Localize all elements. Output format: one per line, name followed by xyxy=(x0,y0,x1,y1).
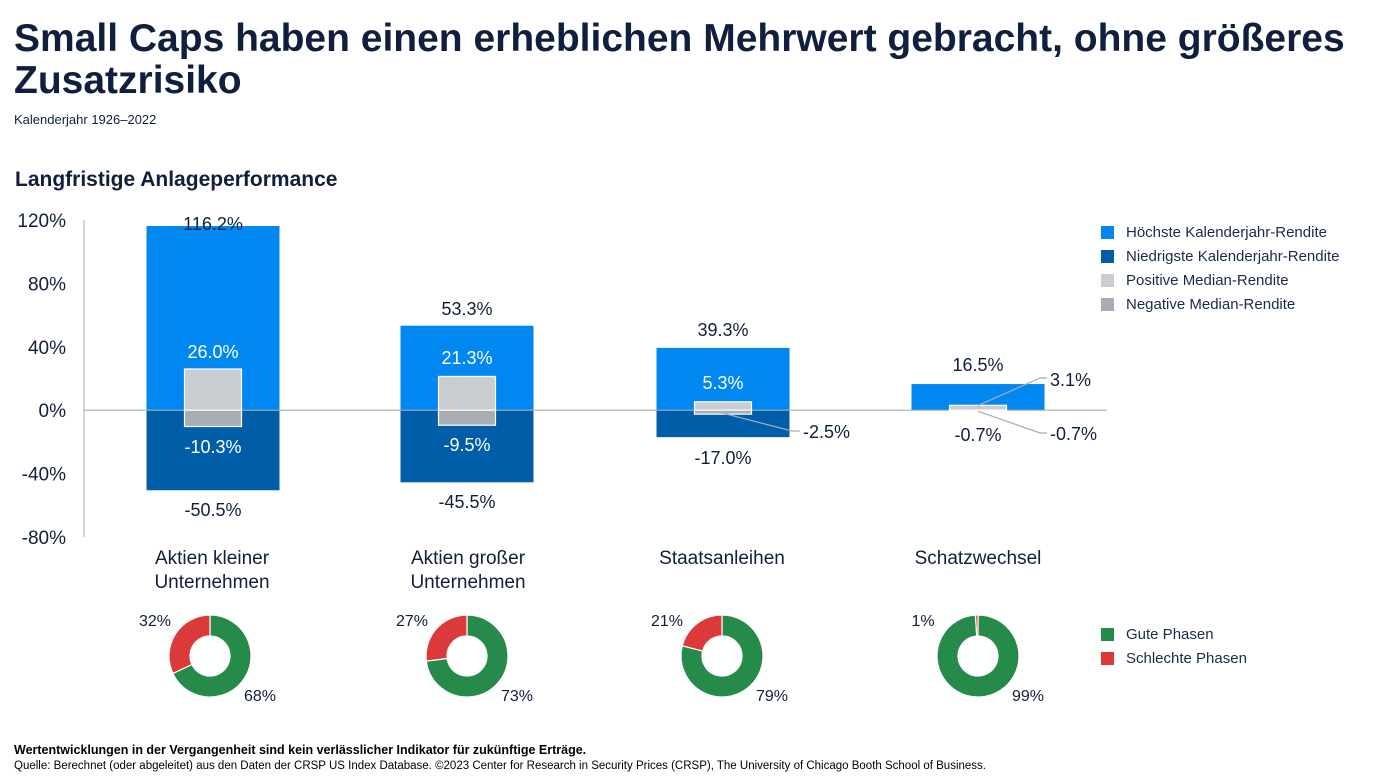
leader-line xyxy=(977,410,1047,434)
category-label: Unternehmen xyxy=(154,572,269,593)
label-highest: 53.3% xyxy=(441,299,492,319)
chart-canvas: 120% 80% 40% 0% -40% -80% 116.2% -50.5% 26.0% -10… xyxy=(17,211,1107,705)
label-median-positive: 26.0% xyxy=(187,342,238,362)
donut-label-bad: 1% xyxy=(911,613,934,630)
donut-label-good: 68% xyxy=(244,688,276,705)
category-label: Aktien kleiner xyxy=(155,548,270,569)
leader-line xyxy=(722,412,800,432)
bar-median-negative xyxy=(948,409,1008,412)
page-subtitle: Kalenderjahr 1926–2022 xyxy=(14,112,157,127)
donut-label-bad: 32% xyxy=(139,613,171,630)
bar-median-negative xyxy=(437,409,497,426)
category-label: Schatzwechsel xyxy=(915,548,1042,569)
legend-item: Schlechte Phasen xyxy=(1101,646,1247,670)
legend-swatch xyxy=(1101,225,1114,239)
donut-slice-bad xyxy=(425,614,468,662)
label-median-positive: 5.3% xyxy=(702,373,743,393)
legend-swatch xyxy=(1101,297,1114,311)
legend-item: Positive Median-Rendite xyxy=(1101,268,1339,292)
donut-slice-bad xyxy=(974,614,979,637)
label-lowest: -0.7% xyxy=(954,425,1001,445)
legend-label: Niedrigste Kalenderjahr-Rendite xyxy=(1126,247,1340,265)
label-median-negative: -0.7% xyxy=(1050,424,1097,444)
label-highest: 16.5% xyxy=(952,355,1003,375)
y-tick-label: 40% xyxy=(28,338,66,359)
label-lowest: -45.5% xyxy=(438,492,495,512)
y-tick-label: 0% xyxy=(39,401,67,422)
legend-label: Positive Median-Rendite xyxy=(1126,271,1289,289)
donut-slice-bad xyxy=(681,614,723,652)
donut-slice-good xyxy=(936,614,1020,698)
y-tick-label: -80% xyxy=(22,528,66,549)
donut-slice-good xyxy=(680,614,764,698)
legend-item: Negative Median-Rendite xyxy=(1101,292,1339,316)
y-tick-label: 80% xyxy=(28,274,66,295)
category-label: Aktien großer xyxy=(411,548,526,569)
bar-median-positive xyxy=(183,368,243,411)
y-tick-label: 120% xyxy=(17,211,66,232)
label-highest: 39.3% xyxy=(697,320,748,340)
y-tick-label: -40% xyxy=(22,465,66,486)
legend-label: Negative Median-Rendite xyxy=(1126,295,1296,313)
category-label: Unternehmen xyxy=(410,572,525,593)
legend-item: Höchste Kalenderjahr-Rendite xyxy=(1101,220,1339,244)
legend-swatch xyxy=(1101,273,1114,287)
bar-median-negative xyxy=(183,409,243,428)
legend-label: Gute Phasen xyxy=(1126,625,1214,643)
donut-label-good: 99% xyxy=(1012,688,1044,705)
page-title: Small Caps haben einen erheblichen Mehrw… xyxy=(14,17,1345,102)
label-lowest: -50.5% xyxy=(184,500,241,520)
label-lowest: -17.0% xyxy=(694,448,751,468)
donut-label-good: 79% xyxy=(756,688,788,705)
legend-swatch xyxy=(1101,249,1114,263)
legend-label: Schlechte Phasen xyxy=(1126,649,1247,667)
donut-legend: Gute Phasen Schlechte Phasen xyxy=(1101,622,1247,670)
legend-label: Höchste Kalenderjahr-Rendite xyxy=(1126,223,1327,241)
category-label: Staatsanleihen xyxy=(659,548,785,569)
bar-median-positive xyxy=(948,404,1008,411)
disclaimer: Wertentwicklungen in der Vergangenheit s… xyxy=(14,743,587,757)
donut-label-good: 73% xyxy=(501,688,533,705)
label-highest: 116.2% xyxy=(183,214,243,234)
donut-slice-bad xyxy=(168,614,211,675)
bar-median-negative xyxy=(693,409,753,415)
label-median-positive: 21.3% xyxy=(441,348,492,368)
leader-line xyxy=(977,377,1047,406)
donut-label-bad: 27% xyxy=(396,613,428,630)
chart-title: Langfristige Anlageperformance xyxy=(15,168,338,191)
legend-item: Niedrigste Kalenderjahr-Rendite xyxy=(1101,244,1339,268)
bar-median-positive xyxy=(437,375,497,411)
source-note: Quelle: Berechnet (oder abgeleitet) aus … xyxy=(14,760,986,772)
donut-slice-good xyxy=(172,614,252,698)
bar-legend: Höchste Kalenderjahr-Rendite Niedrigste K… xyxy=(1101,220,1339,316)
legend-swatch xyxy=(1101,627,1114,641)
bar-highest xyxy=(656,347,790,411)
donut-label-bad: 21% xyxy=(651,613,683,630)
label-median-negative: -2.5% xyxy=(803,422,850,442)
bar-median-positive xyxy=(693,401,753,411)
donut-slice-good xyxy=(425,614,509,698)
label-median-negative: -9.5% xyxy=(443,435,490,455)
label-median-negative: -10.3% xyxy=(184,437,241,457)
label-median-positive: 3.1% xyxy=(1050,370,1091,390)
legend-swatch xyxy=(1101,651,1114,665)
legend-item: Gute Phasen xyxy=(1101,622,1247,646)
